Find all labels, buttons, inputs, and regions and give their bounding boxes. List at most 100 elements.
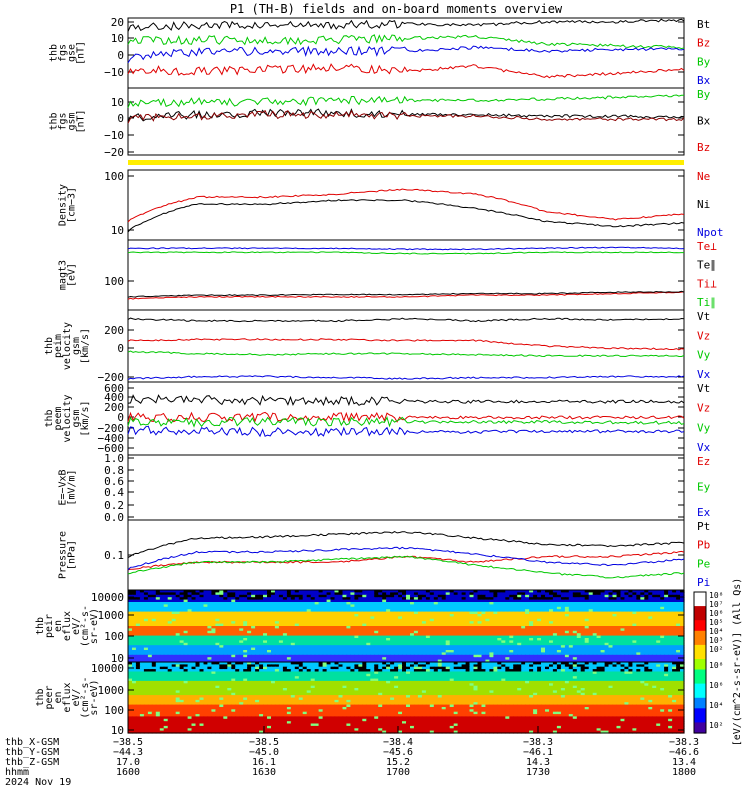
y-axis-label: thb bbox=[35, 688, 46, 706]
series-line-ti bbox=[127, 246, 685, 251]
y-axis-label: gsm bbox=[67, 112, 78, 130]
series-line-by bbox=[127, 94, 684, 108]
y-axis-label: thb bbox=[49, 112, 60, 130]
y-tick-label: −200 bbox=[98, 371, 125, 384]
y-axis-label: [km/s] bbox=[80, 328, 91, 364]
panel-frame bbox=[127, 454, 685, 521]
legend-entry: Bx bbox=[697, 115, 711, 128]
date-label: 2024 Nov 19 bbox=[5, 777, 71, 788]
series-line-vz bbox=[127, 411, 685, 423]
series-line-vx bbox=[127, 375, 685, 380]
series-line-by bbox=[127, 34, 685, 50]
panel-density: 100 10 Density[cm−3] Ne Ni Npot bbox=[58, 169, 724, 241]
y-tick-label: 0.6 bbox=[104, 475, 124, 488]
y-axis-label: sr-eV) bbox=[89, 608, 100, 644]
y-axis-label: eflux bbox=[62, 611, 73, 641]
legend-entry: Bx bbox=[697, 74, 711, 87]
x-tick-label: −38.5 bbox=[249, 737, 279, 748]
x-tick-label: 1600 bbox=[116, 767, 140, 778]
colorbar-tick: 10⁸ bbox=[709, 661, 723, 670]
y-axis-label: [nPa] bbox=[67, 540, 78, 570]
y-axis-label: [nT] bbox=[76, 109, 87, 133]
y-axis-label: (cm²-s- bbox=[80, 676, 91, 718]
y-tick-label: 10 bbox=[111, 724, 124, 737]
colorbar-tick: 10⁶ bbox=[709, 681, 723, 690]
x-tick-label: −46.6 bbox=[669, 747, 699, 758]
x-row-label: hhmm bbox=[5, 767, 29, 778]
colorbar-label: [eV/(cm^2-s-sr-eV)] (All Qs) bbox=[732, 578, 743, 747]
legend-entry: Npot bbox=[697, 226, 724, 239]
colorbar-tick: 10⁴ bbox=[709, 701, 723, 710]
y-axis-label: en bbox=[53, 691, 64, 703]
legend-entry: By bbox=[697, 88, 711, 101]
plot-title: P1 (TH-B) fields and on-board moments ov… bbox=[230, 2, 563, 16]
y-tick-label: 0.8 bbox=[104, 464, 124, 477]
colorbar bbox=[693, 591, 707, 734]
series-line-vx bbox=[127, 425, 685, 438]
y-tick-label: 10 bbox=[111, 224, 124, 237]
y-axis-label: peim bbox=[53, 334, 64, 358]
legend-entry: Vx bbox=[697, 368, 711, 381]
legend-entry: Ti∥ bbox=[697, 296, 716, 309]
legend-entry: Te⊥ bbox=[697, 240, 717, 253]
legend-entry: Ey bbox=[697, 481, 711, 494]
y-tick-label: −10 bbox=[104, 66, 124, 79]
y-tick-label: −600 bbox=[98, 442, 125, 455]
x-tick-label: 13.4 bbox=[672, 757, 696, 768]
legend-entry: Pe bbox=[697, 557, 710, 570]
panel-frame bbox=[127, 661, 685, 734]
colorbar-tick: 10⁴ bbox=[709, 627, 723, 636]
y-axis-label: thb bbox=[35, 617, 46, 635]
y-axis-label: en bbox=[53, 620, 64, 632]
y-tick-label: 10000 bbox=[91, 662, 124, 675]
x-row-label: thb_Y-GSM bbox=[5, 747, 59, 758]
y-axis-label: gsm bbox=[71, 337, 82, 355]
series-line-vt bbox=[127, 317, 685, 323]
series-line-pt bbox=[127, 531, 685, 558]
series-line-te bbox=[127, 291, 685, 300]
y-axis-label: sr-eV) bbox=[89, 679, 100, 715]
x-tick-label: 15.2 bbox=[386, 757, 410, 768]
legend-entry: Pb bbox=[697, 539, 710, 552]
y-axis-label: (cm²-s- bbox=[80, 605, 91, 647]
y-axis-label: peem bbox=[53, 406, 64, 430]
x-tick-label: 1730 bbox=[526, 767, 550, 778]
panel-frame bbox=[127, 519, 685, 591]
y-tick-label: −400 bbox=[98, 432, 125, 445]
x-tick-label: −44.3 bbox=[113, 747, 143, 758]
x-tick-label: −38.3 bbox=[523, 737, 553, 748]
y-axis-label: gse bbox=[67, 44, 78, 62]
legend-entry: Bz bbox=[697, 37, 710, 50]
y-axis-label: [km/s] bbox=[80, 400, 91, 436]
panel-frame bbox=[127, 169, 685, 241]
y-axis-label: [nT] bbox=[76, 41, 87, 65]
series-line-bx bbox=[127, 108, 685, 122]
colorbar-tick: 10⁷ bbox=[709, 600, 723, 609]
colorbar-tick: 10³ bbox=[709, 636, 723, 645]
y-axis-label: fgs bbox=[58, 112, 69, 130]
y-tick-label: 0.2 bbox=[104, 499, 124, 512]
x-tick-label: −38.5 bbox=[113, 737, 143, 748]
y-axis-label: velocity bbox=[62, 322, 73, 370]
y-tick-label: 100 bbox=[104, 630, 124, 643]
x-tick-label: −45.6 bbox=[383, 747, 413, 758]
y-tick-label: 1000 bbox=[98, 609, 125, 622]
legend-entry: Ex bbox=[697, 506, 711, 519]
legend-entry: Vy bbox=[697, 349, 711, 362]
y-axis-label: eV/ bbox=[71, 617, 82, 635]
y-axis-label: [eV] bbox=[67, 263, 78, 287]
legend-entry: Te∥ bbox=[697, 259, 716, 272]
series-line-ni bbox=[127, 199, 685, 233]
panel-temp: 100 magt3[eV] Te⊥ Te∥ Ti⊥ Ti∥ bbox=[58, 239, 717, 311]
panel-efield: 1.00.80.60.40.20.0 E=−VxB[mV/m] Ez Ey Ex bbox=[58, 452, 711, 524]
y-axis-label: eflux bbox=[62, 682, 73, 712]
series-line-bz bbox=[127, 109, 685, 124]
y-tick-label: −200 bbox=[98, 422, 125, 435]
series-line-ti bbox=[127, 251, 684, 255]
y-axis-label: Density bbox=[58, 184, 69, 226]
panel-pressure: 0.1 Pressure[nPa] Pt Pb Pe Pi bbox=[58, 519, 710, 591]
